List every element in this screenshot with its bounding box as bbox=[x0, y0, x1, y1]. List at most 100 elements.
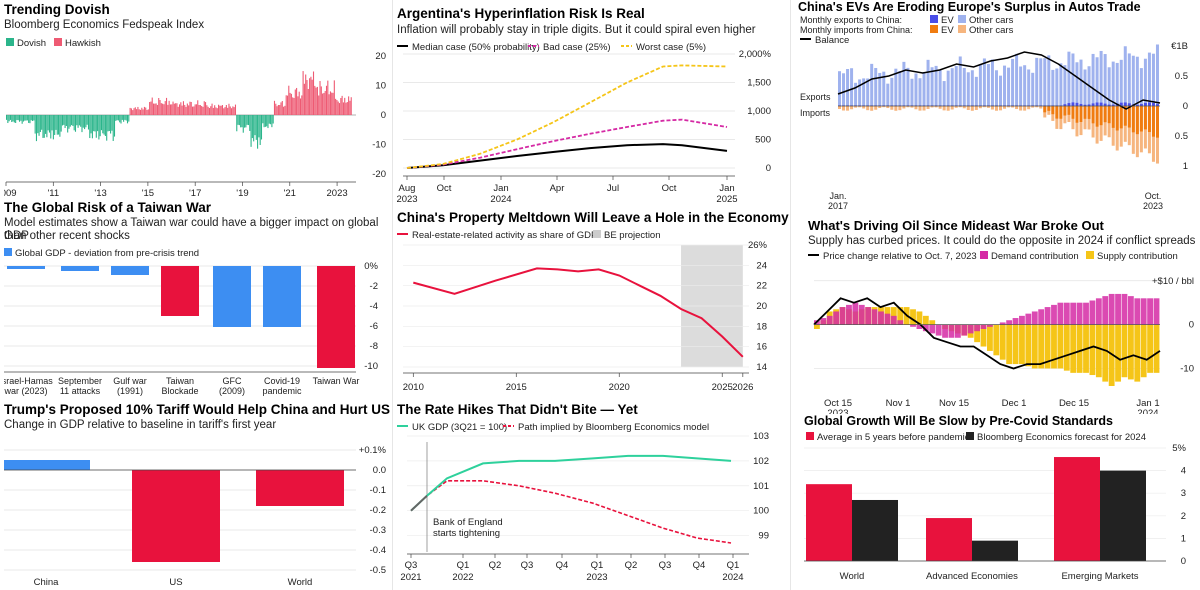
x-tick-label-year: 2024 bbox=[1137, 408, 1158, 414]
index-bar bbox=[42, 115, 44, 138]
ev-export-bar bbox=[1147, 102, 1151, 106]
index-bar bbox=[316, 86, 318, 115]
ev-import-bar bbox=[1091, 106, 1095, 124]
import-bar bbox=[1015, 106, 1019, 110]
supply-bar bbox=[1006, 324, 1013, 365]
index-bar bbox=[211, 103, 213, 115]
demand-bar bbox=[1134, 298, 1141, 325]
legend-demand-swatch bbox=[980, 251, 988, 259]
export-bar bbox=[990, 59, 994, 106]
y-tick-label: -0.3 bbox=[370, 525, 386, 536]
y-tick-label: -4 bbox=[370, 301, 378, 312]
index-bar bbox=[159, 100, 161, 115]
chart-subtitle-line1: Model estimates show a Taiwan war could … bbox=[4, 217, 379, 242]
ev-export-bar bbox=[1091, 103, 1095, 106]
y-tick-label: 20 bbox=[375, 51, 386, 62]
import-bar bbox=[994, 106, 998, 111]
index-bar bbox=[240, 115, 242, 128]
index-bar bbox=[136, 109, 138, 115]
index-bar bbox=[233, 107, 235, 115]
index-bar bbox=[327, 80, 329, 115]
index-bar bbox=[185, 106, 187, 115]
ev-export-bar bbox=[1103, 103, 1107, 106]
gdp-bar bbox=[317, 266, 355, 368]
index-bar bbox=[52, 115, 54, 140]
index-bar bbox=[115, 115, 117, 121]
import-bar bbox=[862, 106, 866, 109]
y-tick-label: -10 bbox=[364, 361, 378, 372]
index-bar bbox=[280, 102, 282, 115]
y-tick-label: 26% bbox=[748, 240, 768, 251]
ev-import-bar bbox=[1131, 106, 1135, 133]
legend-other-export-swatch bbox=[958, 15, 966, 23]
import-bar bbox=[1019, 106, 1023, 111]
index-bar bbox=[348, 96, 350, 115]
import-bar bbox=[890, 106, 894, 110]
index-bar bbox=[342, 102, 344, 115]
x-tick-label: '21 bbox=[284, 188, 296, 198]
y-tick-label: 2 bbox=[1181, 511, 1186, 522]
import-bar bbox=[1007, 106, 1011, 108]
export-bar bbox=[1075, 62, 1079, 106]
gdp-change-bar bbox=[132, 470, 220, 562]
y-tick-label: €1B bbox=[1171, 41, 1188, 52]
index-bar bbox=[331, 92, 333, 115]
ev-import-bar bbox=[1143, 106, 1147, 130]
index-bar bbox=[32, 115, 34, 121]
y-tick-label: 2,000% bbox=[739, 49, 772, 60]
export-bar bbox=[1035, 57, 1039, 106]
legend-forecast-label: Bloomberg Economics forecast for 2024 bbox=[977, 432, 1146, 443]
index-bar bbox=[195, 104, 197, 115]
index-bar bbox=[290, 93, 292, 115]
index-bar bbox=[11, 115, 13, 123]
demand-bar bbox=[1127, 296, 1134, 325]
index-bar bbox=[6, 115, 8, 120]
index-bar bbox=[121, 115, 123, 120]
index-bar bbox=[102, 115, 104, 134]
index-bar bbox=[137, 106, 139, 115]
legend-supply-swatch bbox=[1086, 251, 1094, 259]
demand-bar bbox=[1140, 298, 1147, 325]
y-tick-label: 4 bbox=[1181, 466, 1186, 477]
ev-export-bar bbox=[1071, 102, 1075, 106]
legend-average-label: Average in 5 years before pandemic bbox=[817, 432, 970, 443]
y-tick-label: 99 bbox=[758, 531, 769, 542]
index-bar bbox=[190, 101, 192, 115]
index-bar bbox=[26, 115, 28, 121]
index-bar bbox=[260, 115, 263, 140]
ev-export-bar bbox=[1107, 104, 1111, 106]
y-tick-label: -2 bbox=[370, 281, 378, 292]
supply-bar bbox=[1102, 324, 1109, 382]
index-bar bbox=[247, 115, 250, 126]
export-bar bbox=[918, 78, 922, 106]
index-bar bbox=[281, 101, 283, 115]
index-bar bbox=[242, 115, 244, 133]
index-bar bbox=[104, 115, 106, 136]
index-bar bbox=[225, 104, 227, 115]
ratehikes-panel: The Rate Hikes That Didn't Bite — Yet UK… bbox=[397, 402, 789, 590]
x-tick-label-year: 2023 bbox=[586, 572, 607, 583]
category-label: Emerging Markets bbox=[1061, 571, 1138, 582]
ev-import-bar bbox=[1083, 106, 1087, 119]
export-bar bbox=[882, 71, 886, 106]
oil-chart: Price change relative to Oct. 7, 2023 Dem… bbox=[808, 251, 1194, 414]
x-tick-label: 2015 bbox=[506, 382, 527, 393]
index-bar bbox=[302, 71, 304, 115]
index-bar bbox=[113, 115, 116, 137]
index-bar bbox=[306, 80, 308, 115]
index-bar bbox=[117, 115, 119, 121]
supply-bar bbox=[1140, 324, 1147, 378]
index-bar bbox=[238, 115, 240, 126]
index-bar bbox=[338, 103, 341, 115]
series-line-2 bbox=[406, 64, 728, 169]
y-tick-label: -8 bbox=[370, 341, 378, 352]
category-label: GFC bbox=[223, 376, 242, 386]
index-bar bbox=[272, 115, 274, 124]
y-tick-label: -0.5 bbox=[370, 565, 386, 576]
export-bar bbox=[1131, 55, 1135, 106]
demand-bar bbox=[929, 324, 936, 334]
legend-median-label: Median case (50% probability) bbox=[412, 42, 540, 53]
share-line bbox=[413, 267, 744, 358]
index-bar bbox=[202, 106, 204, 115]
import-bar bbox=[950, 106, 954, 110]
